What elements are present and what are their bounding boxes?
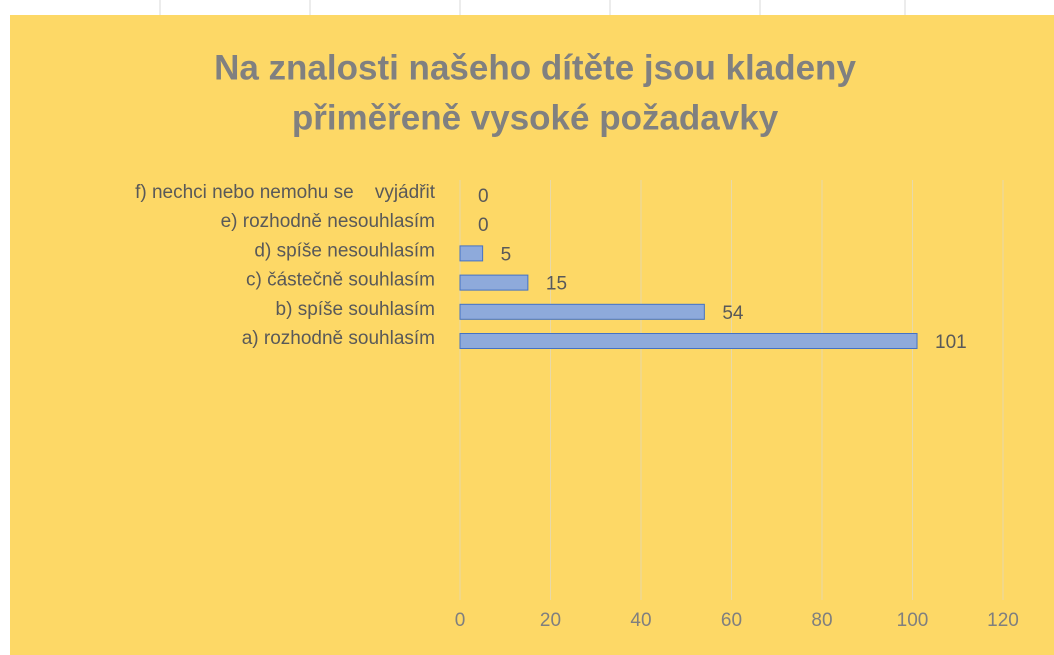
data-label: 0 (478, 186, 489, 207)
x-tick-label: 120 (987, 610, 1019, 631)
x-tick-label: 40 (630, 610, 651, 631)
data-label: 54 (722, 303, 744, 324)
y-tick-label: a) rozhodně souhlasím (242, 328, 435, 349)
x-tick-label: 60 (721, 610, 742, 631)
sheet-gridlines (159, 0, 906, 15)
bar (459, 303, 705, 320)
y-tick-label: e) rozhodně nesouhlasím (221, 211, 435, 232)
sheet-strip (0, 0, 1054, 15)
y-tick-label: c) částečně souhlasím (246, 270, 435, 291)
data-label: 15 (546, 274, 567, 295)
x-tick-label: 100 (897, 610, 929, 631)
data-label: 0 (478, 215, 489, 236)
y-tick-label: b) spíše souhlasím (276, 299, 435, 320)
x-tick-label: 20 (540, 610, 561, 631)
x-tick-label: 80 (811, 610, 832, 631)
y-tick-label: f) nechci nebo nemohu se vyjádřit (135, 182, 436, 203)
y-tick-label: d) spíše nesouhlasím (254, 240, 435, 261)
x-tick-label: 0 (455, 610, 466, 631)
data-label: 5 (501, 244, 512, 265)
bar (459, 333, 918, 349)
bar (459, 245, 484, 262)
bar (459, 274, 529, 291)
data-label: 101 (935, 332, 967, 353)
chart-title: Na znalosti našeho dítěte jsou kladeny (214, 48, 856, 87)
chart-title: přiměřeně vysoké požadavky (292, 98, 779, 137)
